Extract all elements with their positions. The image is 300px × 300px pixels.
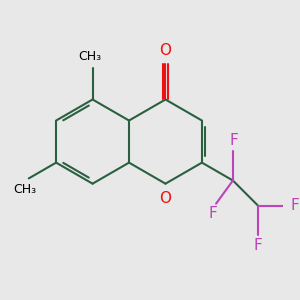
Text: F: F: [209, 206, 218, 221]
Text: F: F: [254, 238, 262, 253]
Text: F: F: [230, 133, 239, 148]
Text: F: F: [290, 198, 299, 213]
Text: O: O: [160, 43, 172, 58]
Text: CH₃: CH₃: [13, 184, 36, 196]
Text: O: O: [160, 191, 172, 206]
Text: CH₃: CH₃: [78, 50, 101, 63]
